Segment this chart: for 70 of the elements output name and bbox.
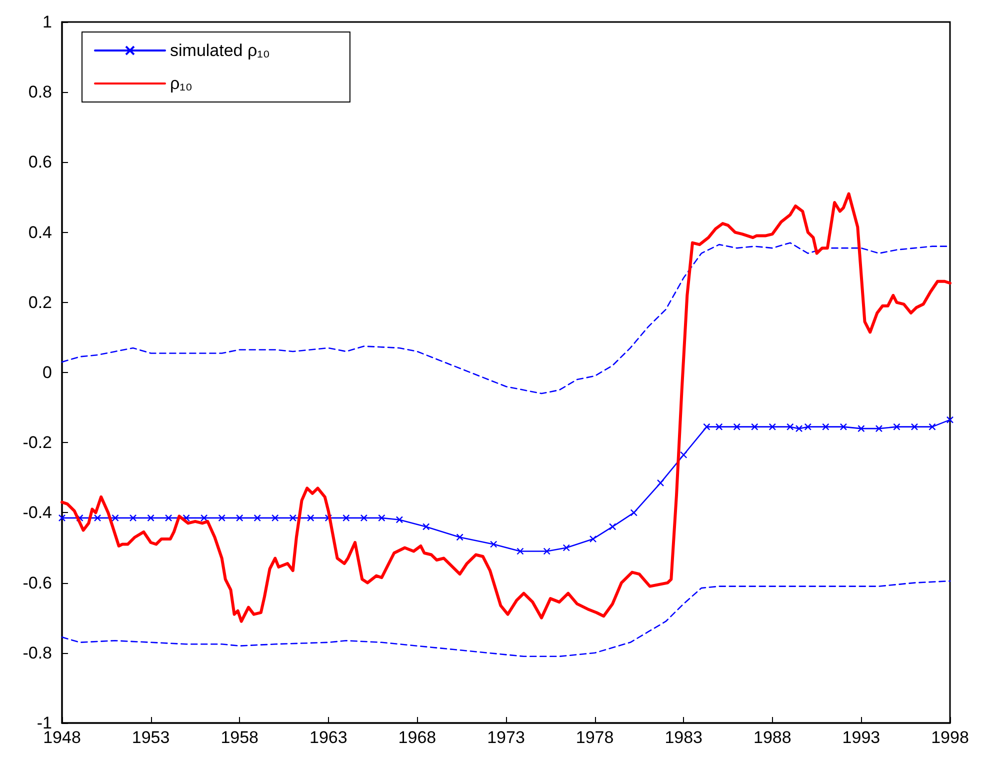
- point: [129, 514, 137, 522]
- point: [608, 523, 616, 530]
- x-tick-label: 1968: [398, 728, 436, 747]
- x-tick-label: 1978: [576, 728, 614, 747]
- point: [289, 514, 296, 522]
- legend-label: simulated ρ₁₀: [170, 41, 270, 60]
- point: [307, 514, 314, 522]
- point: [200, 514, 208, 522]
- point: [893, 423, 900, 430]
- point: [840, 423, 848, 430]
- point: [733, 423, 740, 430]
- line-series: [60, 192, 952, 623]
- point: [456, 534, 464, 541]
- point: [946, 416, 954, 424]
- x-tick-label: 1958: [220, 728, 259, 747]
- point: [272, 514, 279, 522]
- point: [703, 423, 710, 430]
- point: [910, 423, 918, 430]
- y-tick-label: -0.6: [22, 573, 52, 592]
- point: [360, 514, 368, 522]
- point: [928, 423, 936, 430]
- y-tick-label: -0.8: [22, 643, 52, 662]
- y-tick-label: 0.4: [28, 222, 52, 242]
- point: [858, 424, 865, 432]
- point: [342, 514, 350, 522]
- point: [875, 424, 883, 432]
- point: [822, 423, 830, 430]
- y-tick-label: 1: [42, 12, 52, 32]
- point: [182, 514, 190, 522]
- point: [630, 509, 638, 516]
- point: [656, 479, 664, 487]
- y-tick-label: 0: [42, 363, 52, 382]
- y-tick-label: 0.8: [28, 82, 52, 102]
- x-tick-label: 1993: [842, 728, 880, 747]
- x-tick-label: 1988: [753, 728, 792, 747]
- point: [147, 514, 154, 522]
- point: [804, 423, 812, 430]
- point: [378, 514, 386, 522]
- y-tick-label: 0.6: [28, 152, 52, 172]
- point: [751, 423, 758, 430]
- x-tick-label: 1963: [309, 728, 348, 747]
- point: [768, 423, 776, 430]
- point: [164, 514, 172, 522]
- point: [589, 535, 597, 543]
- y-tick-label: -0.4: [22, 503, 52, 522]
- point: [680, 451, 688, 458]
- point: [396, 516, 404, 524]
- x-tick-label: 1998: [931, 728, 969, 747]
- point: [543, 548, 550, 555]
- x-tick-label: 1983: [664, 728, 703, 747]
- point: [422, 523, 430, 530]
- point: [490, 540, 498, 548]
- y-tick-label: 0.2: [28, 292, 52, 312]
- point: [218, 514, 226, 522]
- line-series: [61, 580, 951, 658]
- point: [795, 424, 803, 432]
- point: [562, 544, 570, 552]
- point: [236, 514, 244, 522]
- point: [76, 514, 84, 522]
- y-tick-label: -0.2: [22, 433, 52, 452]
- point: [786, 423, 794, 430]
- point: [254, 514, 261, 522]
- point: [94, 514, 102, 522]
- point: [516, 548, 524, 555]
- legend-label: ρ₁₀: [170, 74, 192, 93]
- point: [716, 423, 723, 430]
- point: [58, 514, 66, 522]
- point: [112, 514, 119, 522]
- x-tick-label: 1973: [487, 728, 525, 747]
- x-tick-label: 1953: [132, 728, 170, 747]
